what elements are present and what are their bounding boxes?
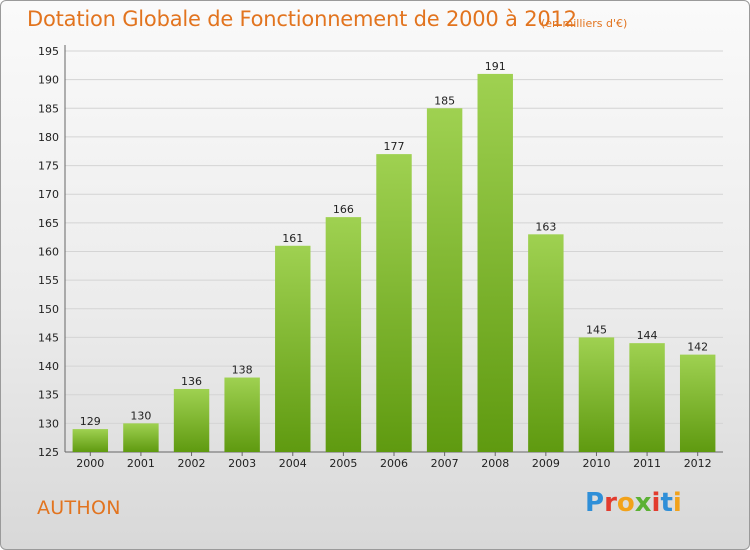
x-tick-label: 2010 xyxy=(582,457,610,470)
y-tick-label: 195 xyxy=(38,45,59,58)
bar-value-label: 129 xyxy=(80,415,101,428)
logo-letter: x xyxy=(634,488,652,518)
x-axis-ticks: 2000 2001 2002 2003 2004 2005 2006 2007 2008 2009… xyxy=(76,452,712,470)
bar-2004 xyxy=(275,245,311,452)
x-tick-label: 2005 xyxy=(329,457,357,470)
bar-2000 xyxy=(72,429,109,452)
y-tick-label: 160 xyxy=(38,246,59,259)
bar-value-label: 144 xyxy=(637,329,658,342)
proxiti-logo[interactable]: Proxiti xyxy=(585,488,682,518)
y-tick-label: 155 xyxy=(38,274,59,287)
bar-2011 xyxy=(629,343,665,452)
bar-2012 xyxy=(679,354,716,452)
bar-value-label: 185 xyxy=(434,94,455,107)
x-tick-label: 2011 xyxy=(633,457,661,470)
x-tick-label: 2002 xyxy=(178,457,206,470)
x-tick-label: 2004 xyxy=(279,457,307,470)
bar-2005 xyxy=(325,217,362,452)
logo-letter: r xyxy=(604,488,617,518)
y-tick-label: 135 xyxy=(38,389,59,402)
bar-2006 xyxy=(376,154,412,452)
x-tick-label: 2006 xyxy=(380,457,408,470)
bar-value-label: 161 xyxy=(282,232,303,245)
chart-title: Dotation Globale de Fonctionnement de 20… xyxy=(27,7,577,31)
y-tick-label: 175 xyxy=(38,160,59,173)
x-tick-label: 2008 xyxy=(481,457,509,470)
x-tick-label: 2012 xyxy=(684,457,712,470)
bar-2009 xyxy=(528,234,564,452)
bar-2003 xyxy=(224,377,260,452)
y-tick-label: 150 xyxy=(38,303,59,316)
y-tick-label: 185 xyxy=(38,102,59,115)
logo-letter: i xyxy=(672,488,682,518)
bar-value-label: 136 xyxy=(181,375,202,388)
bar-2001 xyxy=(123,423,159,452)
bar-value-label: 142 xyxy=(687,341,708,354)
y-tick-label: 140 xyxy=(38,360,59,373)
bar-2002 xyxy=(173,388,210,452)
y-tick-label: 145 xyxy=(38,331,59,344)
bar-value-label: 177 xyxy=(384,140,405,153)
y-tick-label: 130 xyxy=(38,417,59,430)
x-tick-label: 2001 xyxy=(127,457,155,470)
logo-letter: i xyxy=(651,488,661,518)
bar-value-label: 145 xyxy=(586,323,607,336)
chart-subtitle: (en milliers d'€) xyxy=(541,17,628,30)
x-tick-label: 2007 xyxy=(431,457,459,470)
commune-name: AUTHON xyxy=(37,497,121,519)
bar-2010 xyxy=(578,337,615,452)
y-tick-label: 180 xyxy=(38,131,59,144)
y-tick-label: 125 xyxy=(38,446,59,459)
y-tick-label: 190 xyxy=(38,74,59,87)
x-tick-label: 2000 xyxy=(76,457,104,470)
x-tick-label: 2003 xyxy=(228,457,256,470)
bar-value-label: 138 xyxy=(232,364,253,377)
bar-value-label: 166 xyxy=(333,203,354,216)
bar-value-label: 163 xyxy=(535,220,556,233)
bar-value-label: 130 xyxy=(130,409,151,422)
bar-2007 xyxy=(426,108,463,453)
logo-letter: o xyxy=(616,488,635,518)
y-tick-label: 165 xyxy=(38,217,59,230)
logo-letter: t xyxy=(660,488,673,518)
y-axis-ticks: 125 130 135 140 145 150 155 160 165 170 175 180 185 1… xyxy=(38,45,59,459)
bar-value-label: 191 xyxy=(485,60,506,73)
x-tick-label: 2009 xyxy=(532,457,560,470)
logo-letter: P xyxy=(585,488,605,518)
bar-2008 xyxy=(477,73,513,453)
bars: 129 130 136 138 161 166 177 185 191 163 145 144 142 xyxy=(72,60,716,453)
y-tick-label: 170 xyxy=(38,188,59,201)
